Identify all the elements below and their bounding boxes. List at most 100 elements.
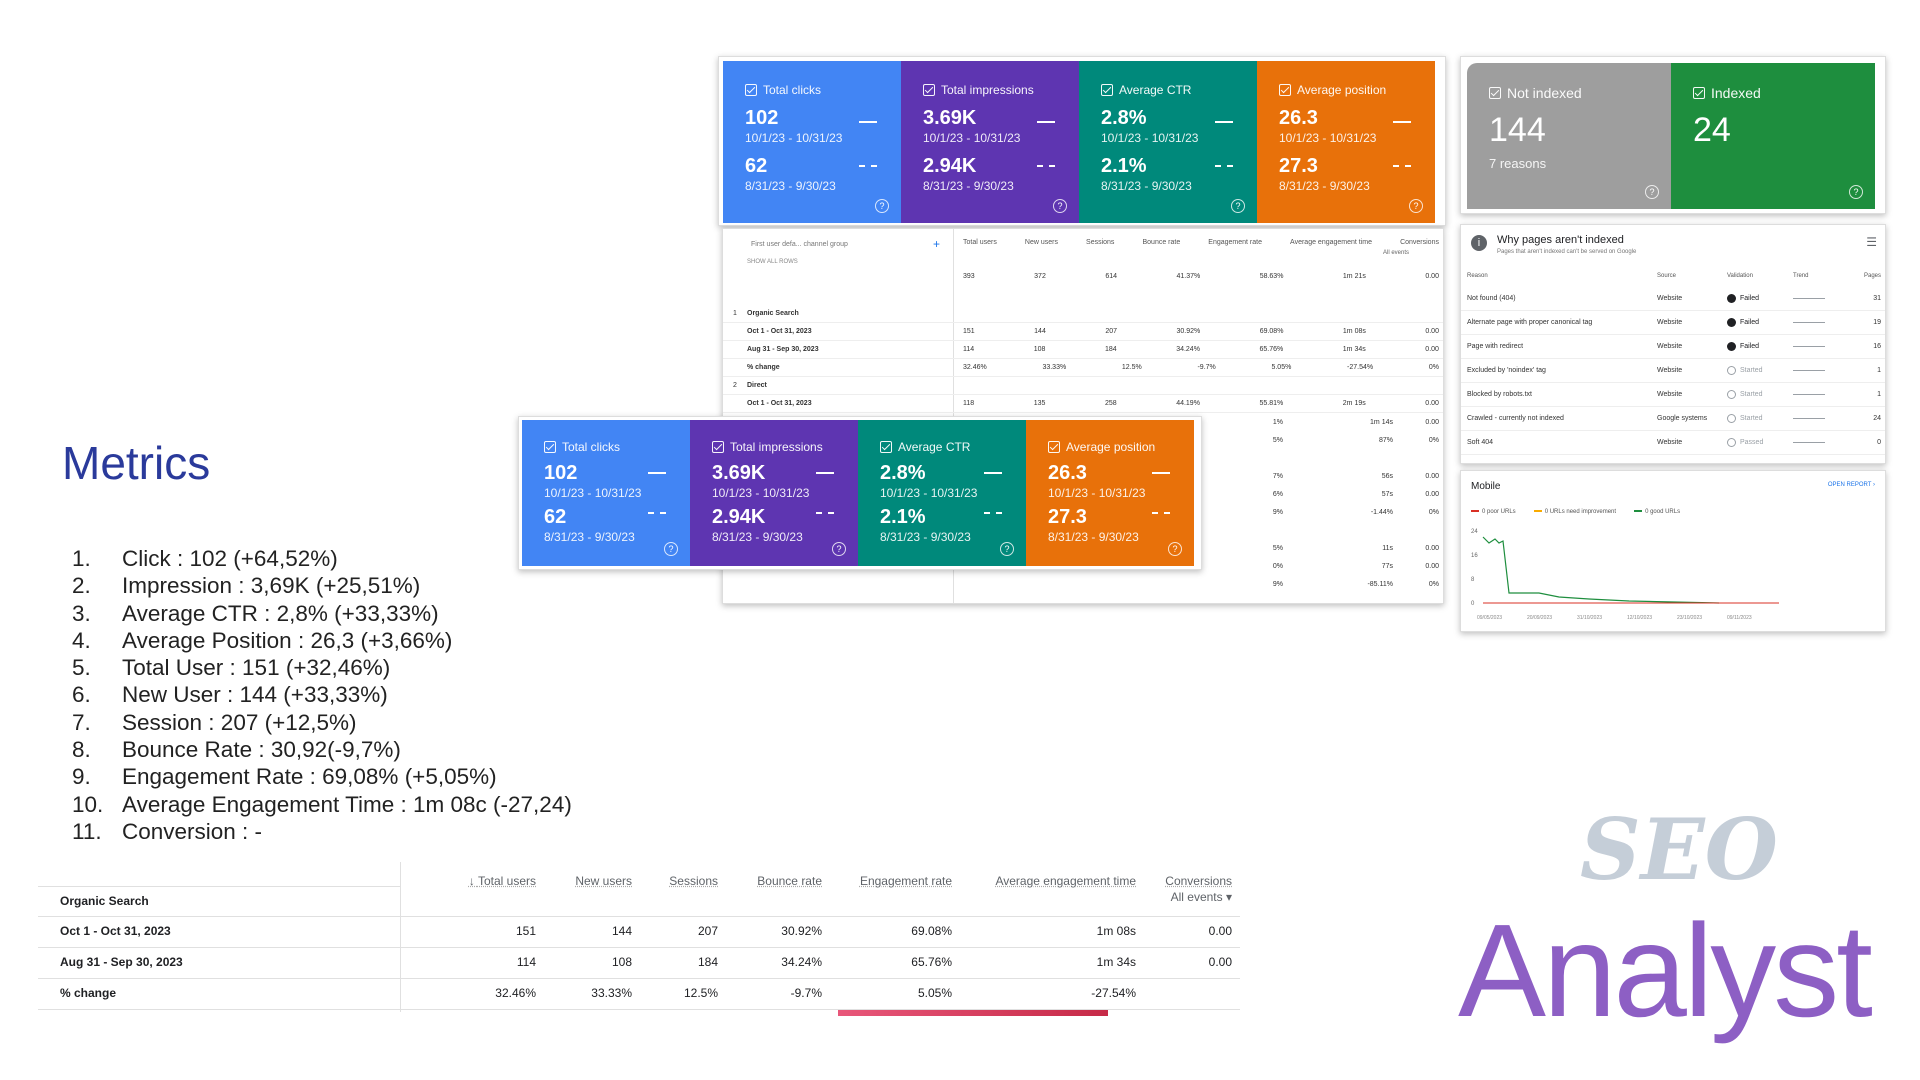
metric-card-impressions[interactable]: Total impressions 3.69K 10/1/23 - 10/31/…	[901, 61, 1079, 223]
metric-number: 5.	[72, 655, 91, 681]
mini-header[interactable]: Conversions	[1400, 239, 1439, 246]
metric-card-position[interactable]: Average position 26.3 10/1/23 - 10/31/23…	[1026, 420, 1194, 566]
metric-label: Average position	[1297, 83, 1387, 97]
reason-header[interactable]: Pages	[1863, 273, 1881, 279]
mini-header[interactable]: Total users	[963, 239, 997, 246]
add-dimension-icon[interactable]: +	[933, 237, 941, 251]
reason-header[interactable]: Validation	[1727, 273, 1753, 279]
help-icon[interactable]: ?	[664, 542, 678, 556]
table-cell: 33.33%	[591, 986, 632, 1000]
reason-row[interactable]: Crawled - currently not indexed Google sy…	[1461, 407, 1885, 431]
not-indexed-card[interactable]: Not indexed 144 7 reasons ?	[1467, 63, 1671, 209]
help-icon[interactable]: ?	[1053, 199, 1067, 213]
metric-card-ctr[interactable]: Average CTR 2.8% 10/1/23 - 10/31/23 2.1%…	[858, 420, 1026, 566]
reason-header[interactable]: Trend	[1793, 273, 1809, 279]
mini-header[interactable]: Average engagement time	[1290, 239, 1373, 246]
header-total-users[interactable]: ↓ Total users	[468, 874, 536, 888]
solid-line-icon	[859, 121, 877, 123]
header-engagement-rate[interactable]: Engagement rate	[859, 874, 952, 888]
reason-header[interactable]: Reason	[1467, 273, 1488, 279]
table-cell: 1m 34s	[1096, 955, 1136, 969]
help-icon[interactable]: ?	[1849, 185, 1863, 199]
help-icon[interactable]: ?	[1000, 542, 1014, 556]
reason-header[interactable]: Source	[1657, 273, 1677, 279]
header-bounce-rate[interactable]: Bounce rate	[757, 874, 822, 888]
help-icon[interactable]: ?	[875, 199, 889, 213]
mini-conversions-sub[interactable]: All events	[1383, 250, 1410, 256]
metric-range-previous: 8/31/23 - 9/30/23	[880, 530, 971, 544]
analytics-comparison-table: Organic Search ↓ Total users New users S…	[38, 862, 1240, 1016]
metric-label: Average CTR	[1119, 83, 1192, 97]
validation-cell: Failed	[1727, 318, 1793, 327]
mini-header[interactable]: New users	[1024, 239, 1058, 246]
help-icon[interactable]: ?	[1231, 199, 1245, 213]
open-report-link[interactable]: OPEN REPORT ›	[1827, 482, 1875, 488]
mini-total: 41.37%	[1176, 273, 1201, 280]
reason-source: Google systems	[1657, 415, 1708, 422]
reason-row[interactable]: Not found (404) Website Failed 31	[1461, 287, 1885, 311]
help-icon[interactable]: ?	[1409, 199, 1423, 213]
reason-row[interactable]: Blocked by robots.txt Website Started 1	[1461, 383, 1885, 407]
metric-value-previous: 27.3	[1279, 155, 1318, 177]
metric-value-previous: 2.1%	[880, 506, 926, 528]
reason-row[interactable]: Page with redirect Website Failed 16	[1461, 335, 1885, 359]
metric-card-clicks[interactable]: Total clicks 102 10/1/23 - 10/31/23 62 8…	[522, 420, 690, 566]
help-icon[interactable]: ?	[1168, 542, 1182, 556]
validation-cell: Started	[1727, 414, 1793, 423]
mini-cell: 0.00	[1425, 544, 1439, 552]
reason-pages: 16	[1873, 343, 1881, 350]
help-icon[interactable]: ?	[832, 542, 846, 556]
metric-card-position[interactable]: Average position 26.3 10/1/23 - 10/31/23…	[1257, 61, 1435, 223]
brand-seo: SEO	[1580, 800, 1778, 899]
mini-rows: 1 Organic Search Oct 1 - Oct 31, 2023 151 14…	[723, 305, 1443, 413]
reason-row[interactable]: Soft 404 Website Passed 0	[1461, 431, 1885, 455]
conversions-dropdown[interactable]: All events ▾	[1170, 890, 1232, 904]
metric-text: Engagement Rate : 69,08% (+5,05%)	[122, 764, 497, 790]
mini-header[interactable]: Sessions	[1086, 239, 1115, 246]
dashed-line-icon	[984, 512, 1002, 514]
header-conversions[interactable]: Conversions	[1165, 874, 1232, 888]
indexed-card[interactable]: Indexed 24 ?	[1671, 63, 1875, 209]
metric-value-previous: 2.94K	[923, 155, 977, 177]
trend-sparkline	[1793, 415, 1853, 422]
metric-card-impressions[interactable]: Total impressions 3.69K 10/1/23 - 10/31/…	[690, 420, 858, 566]
metric-label: Total clicks	[763, 83, 822, 97]
reason-row[interactable]: Excluded by 'noindex' tag Website Started 1	[1461, 359, 1885, 383]
table-cell: 0.00	[1208, 955, 1232, 969]
mini-cell: 11s	[1382, 544, 1393, 552]
mini-cell: 9%	[1272, 508, 1283, 516]
mini-cell: 0%	[1428, 508, 1439, 516]
header-new-users[interactable]: New users	[575, 874, 632, 888]
dimension-selector[interactable]: First user defa... channel group	[751, 241, 848, 248]
mini-row[interactable]: Aug 31 - Sep 30, 2023 114 108 184 34.24% 65.7…	[723, 341, 1443, 359]
row-label: Aug 31 - Sep 30, 2023	[60, 955, 183, 969]
metric-text: Bounce Rate : 30,92(-9,7%)	[122, 737, 401, 763]
metric-value: 102	[745, 107, 779, 129]
trend-line	[1793, 321, 1825, 323]
solid-line-icon	[648, 472, 666, 474]
index-value: 24	[1693, 111, 1731, 149]
index-label: Not indexed	[1507, 85, 1582, 101]
metric-item: 9. Engagement Rate : 69,08% (+5,05%)	[72, 763, 572, 790]
mini-row-label: Direct	[747, 382, 767, 389]
metric-label: Average position	[1066, 440, 1156, 454]
row-label: Oct 1 - Oct 31, 2023	[60, 924, 171, 938]
header-avg-engagement-time[interactable]: Average engagement time	[995, 874, 1136, 888]
filter-icon[interactable]: ☰	[1866, 235, 1877, 249]
mini-row[interactable]: % change 32.46% 33.33% 12.5% -9.7% 5.05% -27.5…	[723, 359, 1443, 377]
mini-row[interactable]: 1 Organic Search	[723, 305, 1443, 323]
mini-header[interactable]: Engagement rate	[1208, 239, 1262, 246]
help-icon[interactable]: ?	[1645, 185, 1659, 199]
mini-row[interactable]: Oct 1 - Oct 31, 2023 151 144 207 30.92% 69.08…	[723, 323, 1443, 341]
mini-header[interactable]: Bounce rate	[1142, 239, 1181, 246]
metric-card-clicks[interactable]: Total clicks 102 10/1/23 - 10/31/23 62 8…	[723, 61, 901, 223]
trend-sparkline	[1793, 319, 1853, 326]
metric-item: 6. New User : 144 (+33,33%)	[72, 681, 572, 708]
show-all-rows[interactable]: SHOW ALL ROWS	[747, 259, 798, 265]
reason-row[interactable]: Alternate page with proper canonical tag…	[1461, 311, 1885, 335]
metric-card-ctr[interactable]: Average CTR 2.8% 10/1/23 - 10/31/23 2.1%…	[1079, 61, 1257, 223]
mini-cell: 55.81%	[1259, 400, 1284, 407]
header-sessions[interactable]: Sessions	[669, 874, 718, 888]
mini-row[interactable]: 2 Direct	[723, 377, 1443, 395]
mini-row[interactable]: Oct 1 - Oct 31, 2023 118 135 258 44.19% 55.81…	[723, 395, 1443, 413]
